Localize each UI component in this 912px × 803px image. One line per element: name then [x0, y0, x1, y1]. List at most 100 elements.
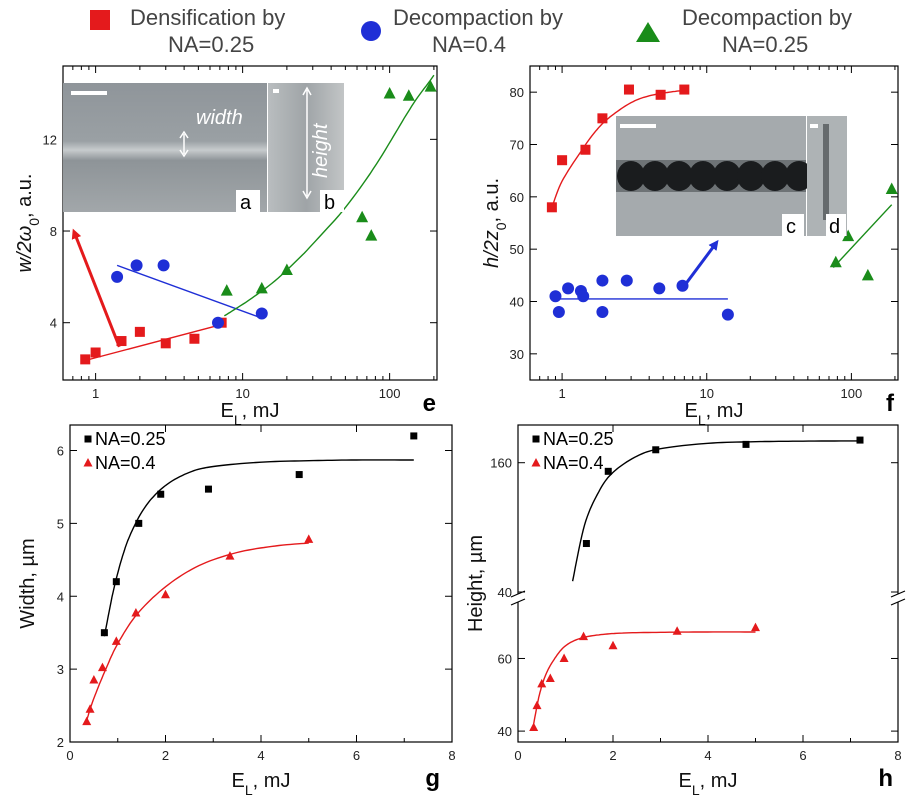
data-point: [134, 326, 145, 337]
data-point: [97, 662, 107, 672]
legend-entry-densification: Densification by NA=0.25: [90, 5, 285, 57]
plot-frame: [529, 65, 899, 381]
fit-line: [85, 323, 225, 362]
data-point: [424, 80, 437, 92]
data-point: [225, 551, 235, 560]
legend-marker: [531, 458, 541, 467]
void-spot: [785, 161, 813, 191]
data-point: [604, 467, 612, 475]
y-tick-label: 4: [50, 316, 57, 331]
y-tick-label: 40: [510, 295, 524, 310]
legend-marker-triangle: [636, 22, 660, 42]
data-point: [537, 678, 547, 688]
panel-label: g: [425, 765, 440, 792]
inset-tag-d: d: [829, 216, 840, 238]
inset-image-c: c: [616, 116, 813, 238]
x-tick-label: 0: [514, 748, 521, 763]
data-point: [410, 432, 418, 440]
axis-break-mark: [890, 590, 906, 598]
y-tick-label: 30: [510, 347, 524, 362]
data-point: [608, 640, 618, 650]
scale-bar: [810, 124, 818, 128]
data-point: [280, 263, 293, 275]
data-point: [365, 229, 378, 241]
x-tick-label: 6: [799, 748, 806, 763]
legend-label-line2: NA=0.4: [432, 32, 506, 57]
data-point: [112, 578, 120, 586]
scale-bar: [71, 91, 107, 95]
legend-label: NA=0.25: [543, 429, 614, 449]
data-point: [721, 308, 734, 321]
void-spot: [689, 161, 717, 191]
chart-h: 0 2 4 6 8 EL, mJ Height, µm h NA=0.25 NA=0.4 40 160…: [465, 424, 906, 798]
y-axis-label: Width, µm: [17, 538, 39, 628]
data-point: [557, 155, 568, 166]
x-axis-label: EL, mJ: [232, 770, 291, 798]
data-point: [100, 629, 108, 637]
x-tick-label: 4: [257, 748, 264, 763]
data-point: [562, 282, 575, 295]
y-tick-label: 2: [57, 735, 64, 750]
data-point: [577, 290, 590, 303]
y-tick-label: 40: [498, 585, 512, 600]
data-point: [679, 84, 690, 95]
data-point: [402, 89, 415, 101]
y-tick-label: 8: [50, 224, 57, 239]
top-legend: Densification by NA=0.25 Decompaction by…: [90, 5, 852, 57]
data-point: [157, 259, 170, 272]
data-point: [861, 268, 874, 281]
data-point: [356, 210, 369, 223]
plot-frame: [62, 65, 438, 381]
x-tick-label: 0: [66, 748, 73, 763]
legend-label-line1: Densification by: [130, 5, 285, 30]
data-point: [161, 589, 170, 599]
data-point: [580, 144, 591, 155]
y-axis-label: Height, µm: [465, 535, 487, 632]
y-tick-label: 60: [510, 190, 524, 205]
data-point: [189, 333, 200, 344]
data-point: [652, 446, 660, 454]
panel-label: h: [878, 765, 893, 792]
x-tick-label: 2: [162, 748, 169, 763]
legend-entry-decompaction-04: Decompaction by NA=0.4: [361, 5, 563, 57]
data-point: [90, 347, 101, 358]
data-point: [829, 255, 842, 268]
void-spot-row: [617, 161, 813, 191]
legend-label-line1: Decompaction by: [682, 5, 852, 30]
data-point: [559, 653, 569, 662]
y-tick-label: 4: [57, 589, 64, 604]
y-tick-label: 80: [510, 85, 524, 100]
fit-line: [571, 440, 861, 582]
y-axis-label: w/2ω0, a.u.: [14, 174, 42, 273]
void-spot: [617, 161, 645, 191]
y-tick-label: 70: [510, 138, 524, 153]
x-tick-label: 1: [92, 386, 99, 401]
legend-marker: [83, 458, 93, 467]
data-point: [620, 274, 633, 287]
y-tick-label: 6: [57, 444, 64, 459]
data-point: [597, 113, 608, 124]
x-axis-label: EL, mJ: [221, 400, 280, 428]
scale-bar: [273, 89, 279, 93]
y-tick-label: 60: [498, 651, 512, 666]
data-point: [549, 290, 562, 303]
void-spot: [737, 161, 765, 191]
data-point: [885, 182, 898, 194]
inset-image-b: height b: [268, 83, 344, 214]
x-tick-label: 10: [235, 386, 249, 401]
y-tick-label: 3: [57, 662, 64, 677]
void-spot: [665, 161, 693, 191]
y-tick-label: 50: [510, 242, 524, 257]
data-point: [653, 282, 666, 295]
fit-line: [533, 631, 756, 724]
data-point: [111, 636, 121, 645]
legend-label-line2: NA=0.25: [722, 32, 808, 57]
width-label: width: [196, 107, 243, 129]
data-point: [655, 89, 666, 100]
data-point: [211, 316, 224, 329]
pointer-arrow: [683, 239, 719, 287]
data-point: [135, 519, 143, 527]
data-point: [582, 540, 590, 548]
legend-label: NA=0.4: [543, 453, 604, 473]
void-spot: [761, 161, 789, 191]
